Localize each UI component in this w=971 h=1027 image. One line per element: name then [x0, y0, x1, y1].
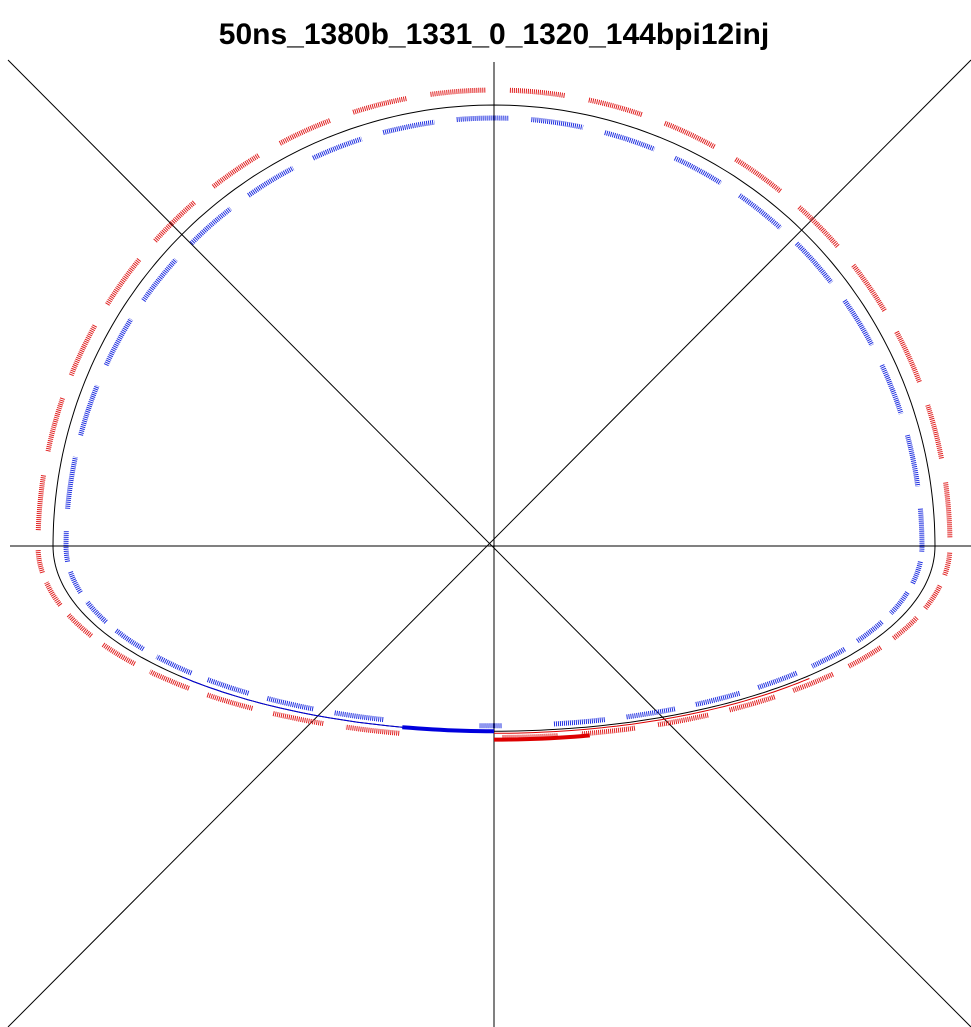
- blue-train: [333, 710, 384, 723]
- blue-train: [738, 193, 783, 230]
- red-train: [278, 117, 332, 146]
- blue-train: [553, 717, 606, 727]
- red-train: [272, 711, 324, 727]
- blue-train: [889, 591, 910, 616]
- red-train: [66, 612, 93, 638]
- red-train: [430, 87, 487, 97]
- blue-train: [103, 317, 134, 367]
- red-train: [942, 552, 953, 577]
- red-train: [509, 87, 566, 99]
- blue-train: [879, 364, 904, 415]
- blue-train: [312, 136, 363, 161]
- red-train: [847, 645, 883, 669]
- blue-train: [247, 165, 295, 198]
- rings: [35, 87, 953, 742]
- red-train: [923, 584, 943, 610]
- red-train: [656, 712, 709, 728]
- red-train: [148, 669, 190, 691]
- blue-train: [456, 115, 509, 123]
- red-train: [894, 330, 923, 384]
- red-train: [734, 157, 783, 194]
- red-train: [45, 396, 66, 452]
- title: 50ns_1380b_1331_0_1320_144bpi12inj: [219, 18, 769, 51]
- blue-train: [114, 628, 145, 652]
- blue-train: [206, 677, 250, 696]
- red-train: [105, 257, 142, 306]
- blue-train: [625, 706, 676, 720]
- red-train: [797, 205, 840, 249]
- blue-train: [189, 206, 233, 246]
- blue-train: [65, 456, 78, 509]
- blue-train: [382, 119, 435, 136]
- blue-train: [811, 646, 846, 669]
- red-train: [211, 152, 261, 189]
- blue-path: [182, 676, 494, 732]
- blue-train: [84, 599, 108, 624]
- red-train: [891, 615, 919, 641]
- blue-train: [910, 561, 923, 585]
- red-train: [35, 549, 45, 574]
- red-train: [792, 671, 834, 693]
- red-train: [35, 474, 47, 531]
- blue-train: [63, 531, 71, 563]
- blue-injection: [402, 725, 494, 734]
- blue-train: [141, 257, 178, 302]
- red-train: [206, 692, 254, 711]
- blue-train: [756, 670, 798, 691]
- red-injection: [494, 733, 590, 742]
- red-train: [663, 120, 717, 150]
- red-train: [851, 263, 888, 313]
- red-train: [153, 200, 197, 243]
- red-train: [925, 404, 945, 460]
- blue-train: [694, 690, 741, 708]
- blue-train: [78, 384, 100, 436]
- red-train: [68, 323, 98, 377]
- blue-train: [673, 155, 723, 186]
- red-train: [44, 581, 63, 607]
- red-train: [101, 642, 136, 667]
- red-train: [501, 733, 558, 740]
- blue-train: [904, 434, 921, 487]
- blue-train: [67, 570, 83, 594]
- blue-train: [855, 620, 884, 644]
- blue-train: [842, 299, 875, 347]
- blue-train: [155, 654, 193, 676]
- ring: [52, 104, 936, 732]
- red-train: [588, 97, 644, 118]
- red-path: [494, 678, 810, 734]
- axes: [7, 59, 971, 1027]
- blue-train: [531, 117, 584, 130]
- blue-train: [604, 130, 656, 152]
- red-train: [352, 95, 408, 115]
- blue-train: [794, 241, 834, 285]
- red-train: [345, 724, 400, 736]
- red-train: [943, 482, 953, 539]
- blue-train: [917, 508, 925, 553]
- red-train: [580, 725, 636, 737]
- blue-train: [266, 695, 314, 712]
